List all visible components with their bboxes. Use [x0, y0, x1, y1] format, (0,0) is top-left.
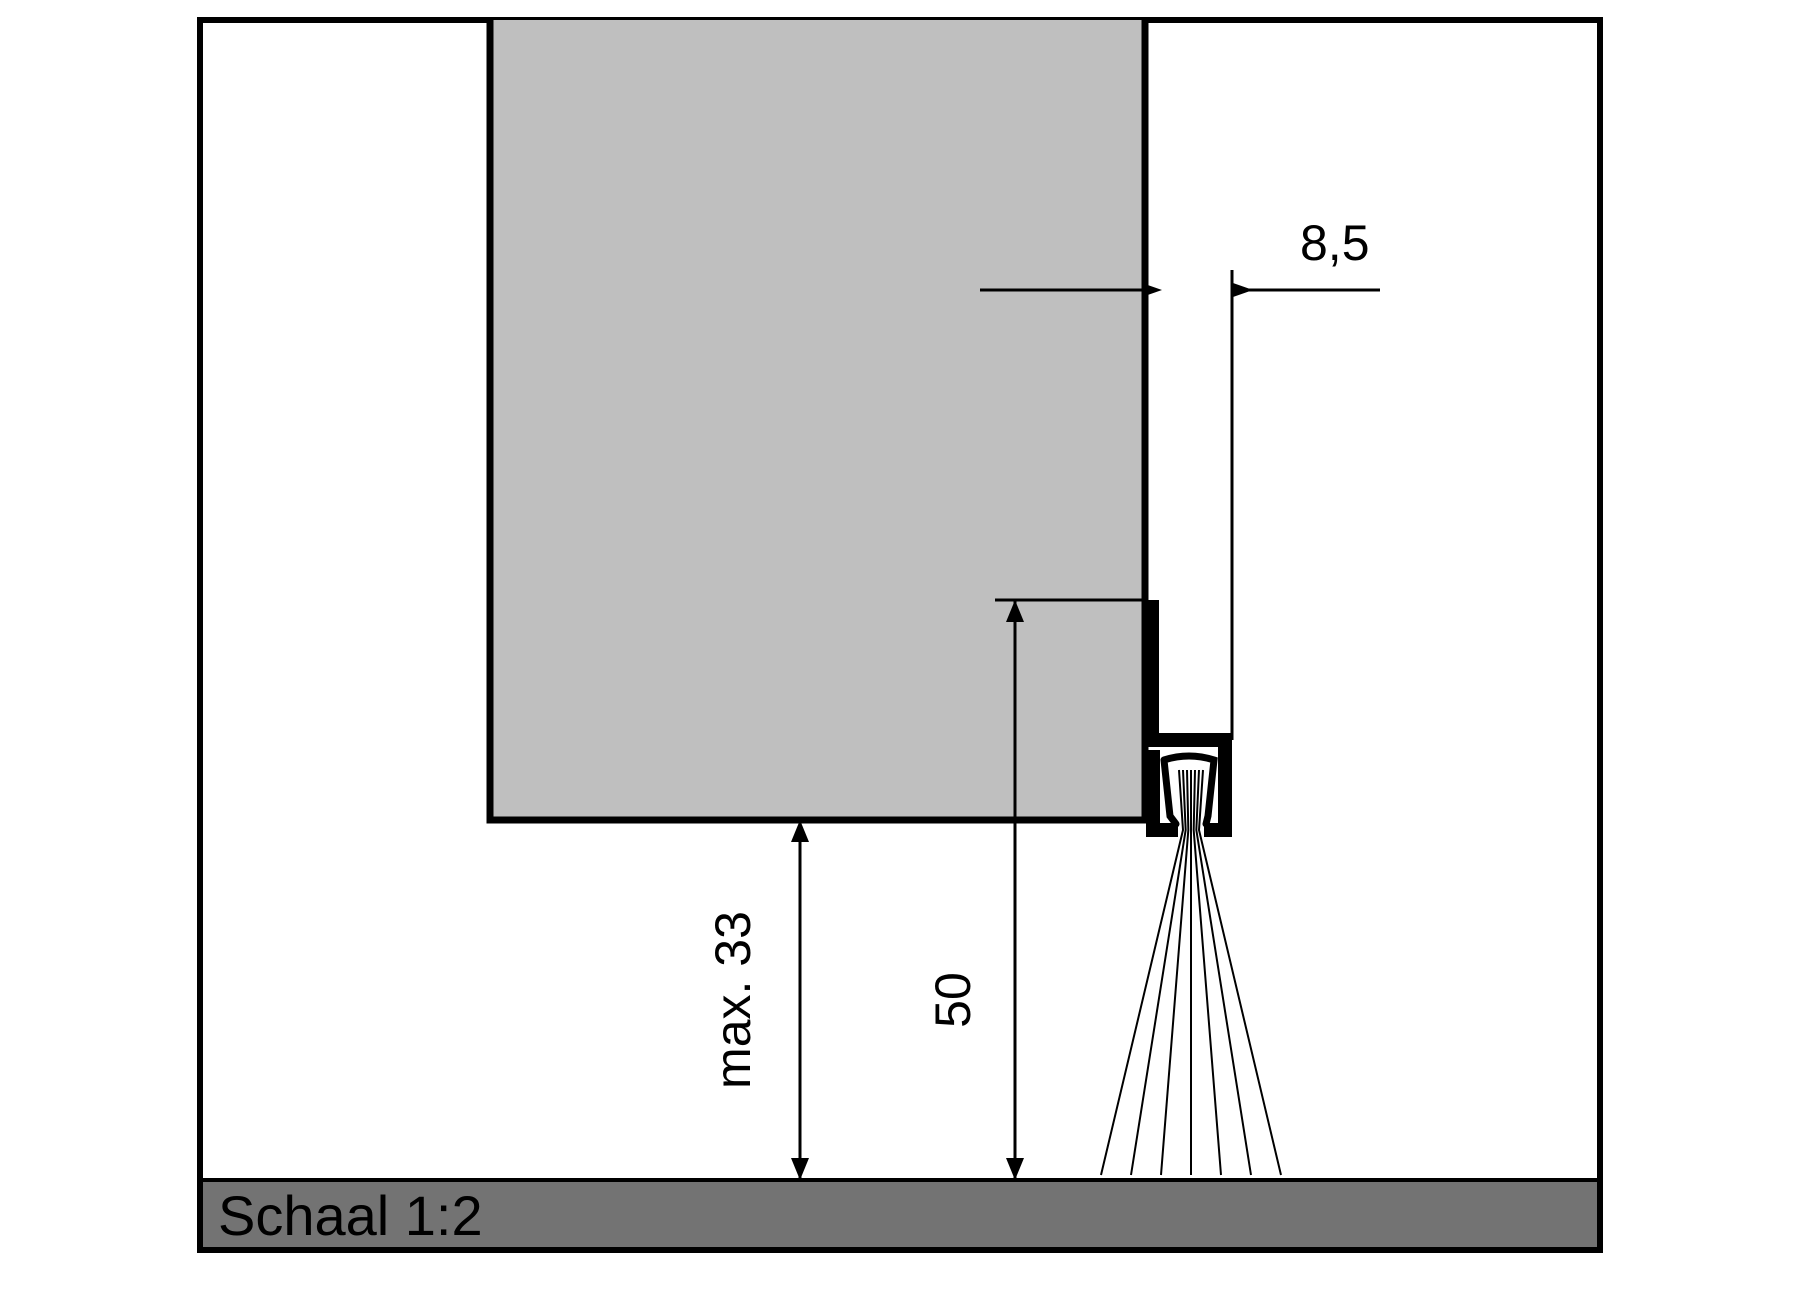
- dim-max33: [791, 820, 809, 1180]
- scale-label: Schaal 1:2: [218, 1184, 483, 1247]
- brush-strands: [1101, 770, 1281, 1175]
- dim-max33-label: max. 33: [705, 911, 761, 1089]
- dim-50-label: 50: [925, 972, 981, 1028]
- door-slab: [490, 20, 1145, 820]
- dim-8-5-label: 8,5: [1300, 215, 1370, 271]
